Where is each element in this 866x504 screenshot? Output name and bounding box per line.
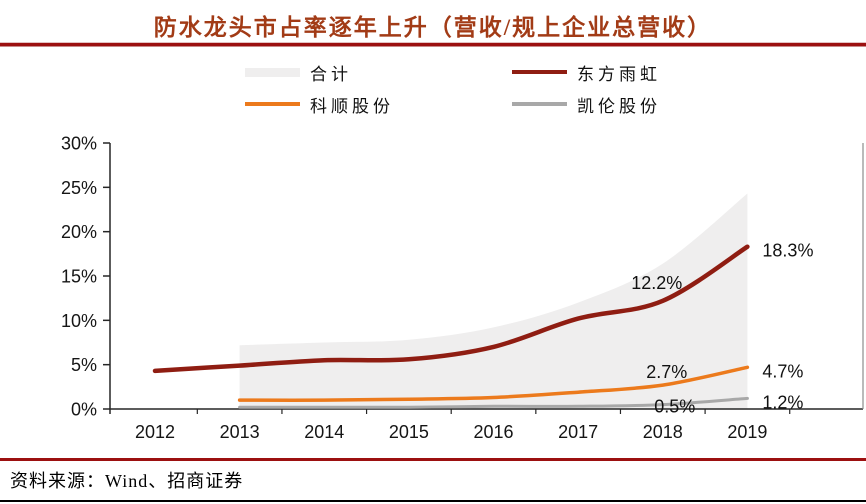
x-tick-label: 2017 bbox=[558, 422, 598, 442]
y-tick-label: 30% bbox=[61, 134, 97, 154]
total-area-total bbox=[239, 193, 748, 409]
data-label-canlon-2018: 0.5% bbox=[654, 397, 695, 417]
legend-item-total: 合计 bbox=[245, 61, 352, 84]
legend-label-canlon: 凯伦股份 bbox=[577, 96, 661, 116]
y-tick-label: 0% bbox=[71, 400, 97, 420]
x-tick-label: 2014 bbox=[304, 422, 344, 442]
y-tick-label: 20% bbox=[61, 222, 97, 242]
data-label-yuhong-2018: 12.2% bbox=[631, 273, 682, 293]
title-divider bbox=[0, 42, 866, 47]
legend-swatch-keshun bbox=[245, 102, 300, 106]
data-label-keshun-2018: 2.7% bbox=[646, 362, 687, 382]
x-tick-label: 2012 bbox=[135, 422, 175, 442]
legend-label-yuhong: 东方雨虹 bbox=[577, 64, 661, 84]
series-line-canlon bbox=[238, 396, 749, 409]
bottom-border bbox=[0, 500, 866, 502]
x-tick-label: 2016 bbox=[473, 422, 513, 442]
page-title: 防水龙头市占率逐年上升（营收/规上企业总营收） bbox=[153, 15, 713, 40]
legend-swatch-yuhong bbox=[512, 70, 567, 74]
series-line-yuhong bbox=[152, 244, 750, 374]
data-label-yuhong-2019: 18.3% bbox=[762, 241, 813, 261]
legend-item-yuhong: 东方雨虹 bbox=[512, 61, 661, 84]
x-tick-label: 2019 bbox=[727, 422, 767, 442]
y-tick-label: 10% bbox=[61, 311, 97, 331]
legend-label-keshun: 科顺股份 bbox=[310, 96, 394, 116]
legend-label-total: 合计 bbox=[310, 64, 352, 84]
legend-item-keshun: 科顺股份 bbox=[245, 93, 394, 116]
legend-swatch-canlon bbox=[512, 102, 567, 106]
chart-legend: 合计 东方雨虹科顺股份 凯伦股份 bbox=[0, 0, 866, 125]
data-label-canlon-2019: 1.2% bbox=[762, 392, 803, 412]
data-label-keshun-2019: 4.7% bbox=[762, 361, 803, 381]
legend-item-canlon: 凯伦股份 bbox=[512, 93, 661, 116]
y-tick-label: 25% bbox=[61, 178, 97, 198]
series-line-keshun bbox=[237, 365, 750, 402]
legend-swatch-total bbox=[245, 67, 300, 77]
y-tick-label: 15% bbox=[61, 267, 97, 287]
x-tick-label: 2013 bbox=[220, 422, 260, 442]
source-note: 资料来源：Wind、招商证券 bbox=[10, 471, 244, 491]
x-tick-label: 2015 bbox=[389, 422, 429, 442]
footer-divider bbox=[0, 458, 866, 461]
y-tick-label: 5% bbox=[71, 355, 97, 375]
x-tick-label: 2018 bbox=[643, 422, 683, 442]
